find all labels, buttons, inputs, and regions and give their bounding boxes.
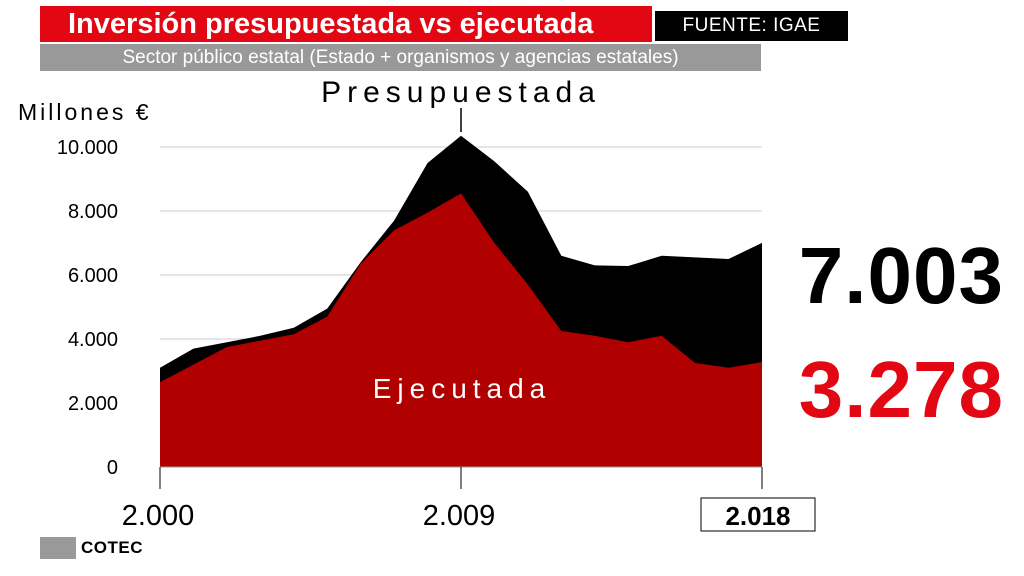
y-tick-label: 8.000 (68, 201, 118, 223)
series-area-ejecutada (160, 193, 762, 467)
y-tick-label: 6.000 (68, 265, 118, 287)
y-tick-label: 0 (107, 457, 118, 479)
x-tick-label: 2.000 (122, 500, 195, 532)
chart-subtitle: Sector público estatal (Estado + organis… (40, 44, 761, 71)
y-tick-label: 10.000 (57, 137, 118, 159)
y-tick-label: 2.000 (68, 393, 118, 415)
annotation-presupuestada: Presupuestada (321, 76, 601, 109)
cotec-logo-text: COTEC (81, 538, 143, 557)
presupuestada-highlight-value: 7.003 (798, 231, 1004, 320)
x-tick-label: 2.009 (423, 500, 496, 532)
series-label-ejecutada: Ejecutada (373, 373, 552, 404)
source-label: FUENTE: IGAE (655, 11, 848, 41)
y-tick-label: 4.000 (68, 329, 118, 351)
cotec-logo-mark (40, 537, 76, 559)
x-tick-label: 2.018 (725, 501, 790, 531)
x-tick-highlight-box (700, 497, 816, 532)
y-unit-label: Millones € (18, 99, 152, 125)
chart-title: Inversión presupuestada vs ejecutada (40, 6, 652, 42)
ejecutada-highlight-value: 3.278 (798, 345, 1004, 434)
